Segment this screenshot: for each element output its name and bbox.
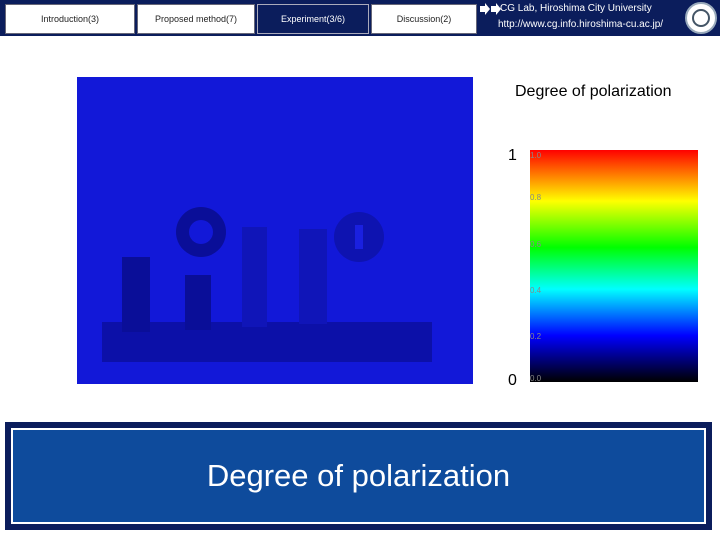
max-label: 1 bbox=[508, 147, 517, 164]
nav-bar: Introduction(3) Proposed method(7) Exper… bbox=[0, 0, 720, 36]
footer-title: Degree of polarization bbox=[11, 428, 706, 524]
lab-url[interactable]: http://www.cg.info.hiroshima-cu.ac.jp/ bbox=[498, 19, 664, 30]
scale-label: 0.8 bbox=[530, 193, 542, 202]
figure-heading: Degree of polarization bbox=[515, 83, 672, 100]
min-label: 0 bbox=[508, 372, 517, 389]
nav-tab[interactable]: Introduction(3) bbox=[5, 4, 135, 34]
nav-tab[interactable]: Proposed method(7) bbox=[137, 4, 255, 34]
nav-tab[interactable]: Experiment(3/6) bbox=[257, 4, 369, 34]
scale-label: 0.2 bbox=[530, 332, 542, 341]
arrows-icon bbox=[480, 3, 501, 15]
scale-label: 0.0 bbox=[530, 374, 542, 383]
scale-label: 1.0 bbox=[530, 151, 542, 160]
lab-name: CG Lab, Hiroshima City University bbox=[500, 3, 652, 14]
nav-tab[interactable]: Discussion(2) bbox=[371, 4, 477, 34]
scale-label: 0.6 bbox=[530, 240, 542, 249]
polarization-image bbox=[77, 77, 473, 384]
footer-box: Degree of polarization bbox=[5, 422, 712, 530]
logo bbox=[685, 2, 717, 34]
color-scale bbox=[530, 150, 698, 382]
scale-label: 0.4 bbox=[530, 286, 542, 295]
